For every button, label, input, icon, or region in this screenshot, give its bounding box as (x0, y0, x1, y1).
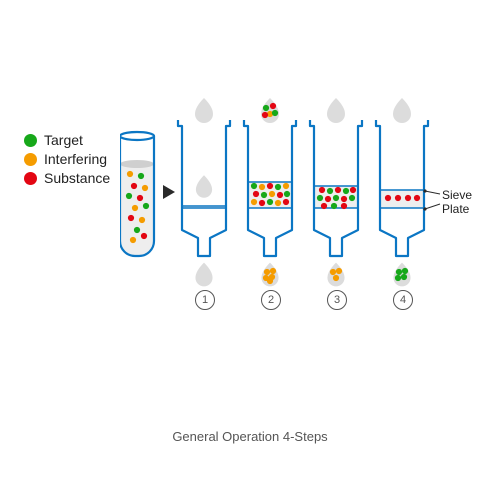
arrow-icon (163, 185, 175, 199)
substance-swatch (24, 172, 37, 185)
sieve-plate-label: Sieve Plate (442, 188, 472, 216)
legend-label: Interfering (44, 151, 107, 167)
legend-row: Substance (24, 170, 110, 186)
target-swatch (24, 134, 37, 147)
legend: Target Interfering Substance (24, 132, 110, 189)
col4 (376, 98, 428, 286)
diagram-stage: 1 2 3 4 Sieve Plate (120, 96, 492, 366)
legend-label: Substance (44, 170, 110, 186)
diagram-svg (120, 96, 492, 366)
step-number: 1 (195, 290, 215, 310)
col1 (178, 98, 230, 286)
source-tube (120, 132, 154, 256)
step-number: 3 (327, 290, 347, 310)
legend-label: Target (44, 132, 83, 148)
legend-row: Target (24, 132, 110, 148)
legend-row: Interfering (24, 151, 110, 167)
caption: General Operation 4-Steps (0, 429, 500, 444)
step-number: 2 (261, 290, 281, 310)
col3 (310, 98, 362, 286)
interfering-swatch (24, 153, 37, 166)
step-number: 4 (393, 290, 413, 310)
col2 (244, 98, 296, 286)
